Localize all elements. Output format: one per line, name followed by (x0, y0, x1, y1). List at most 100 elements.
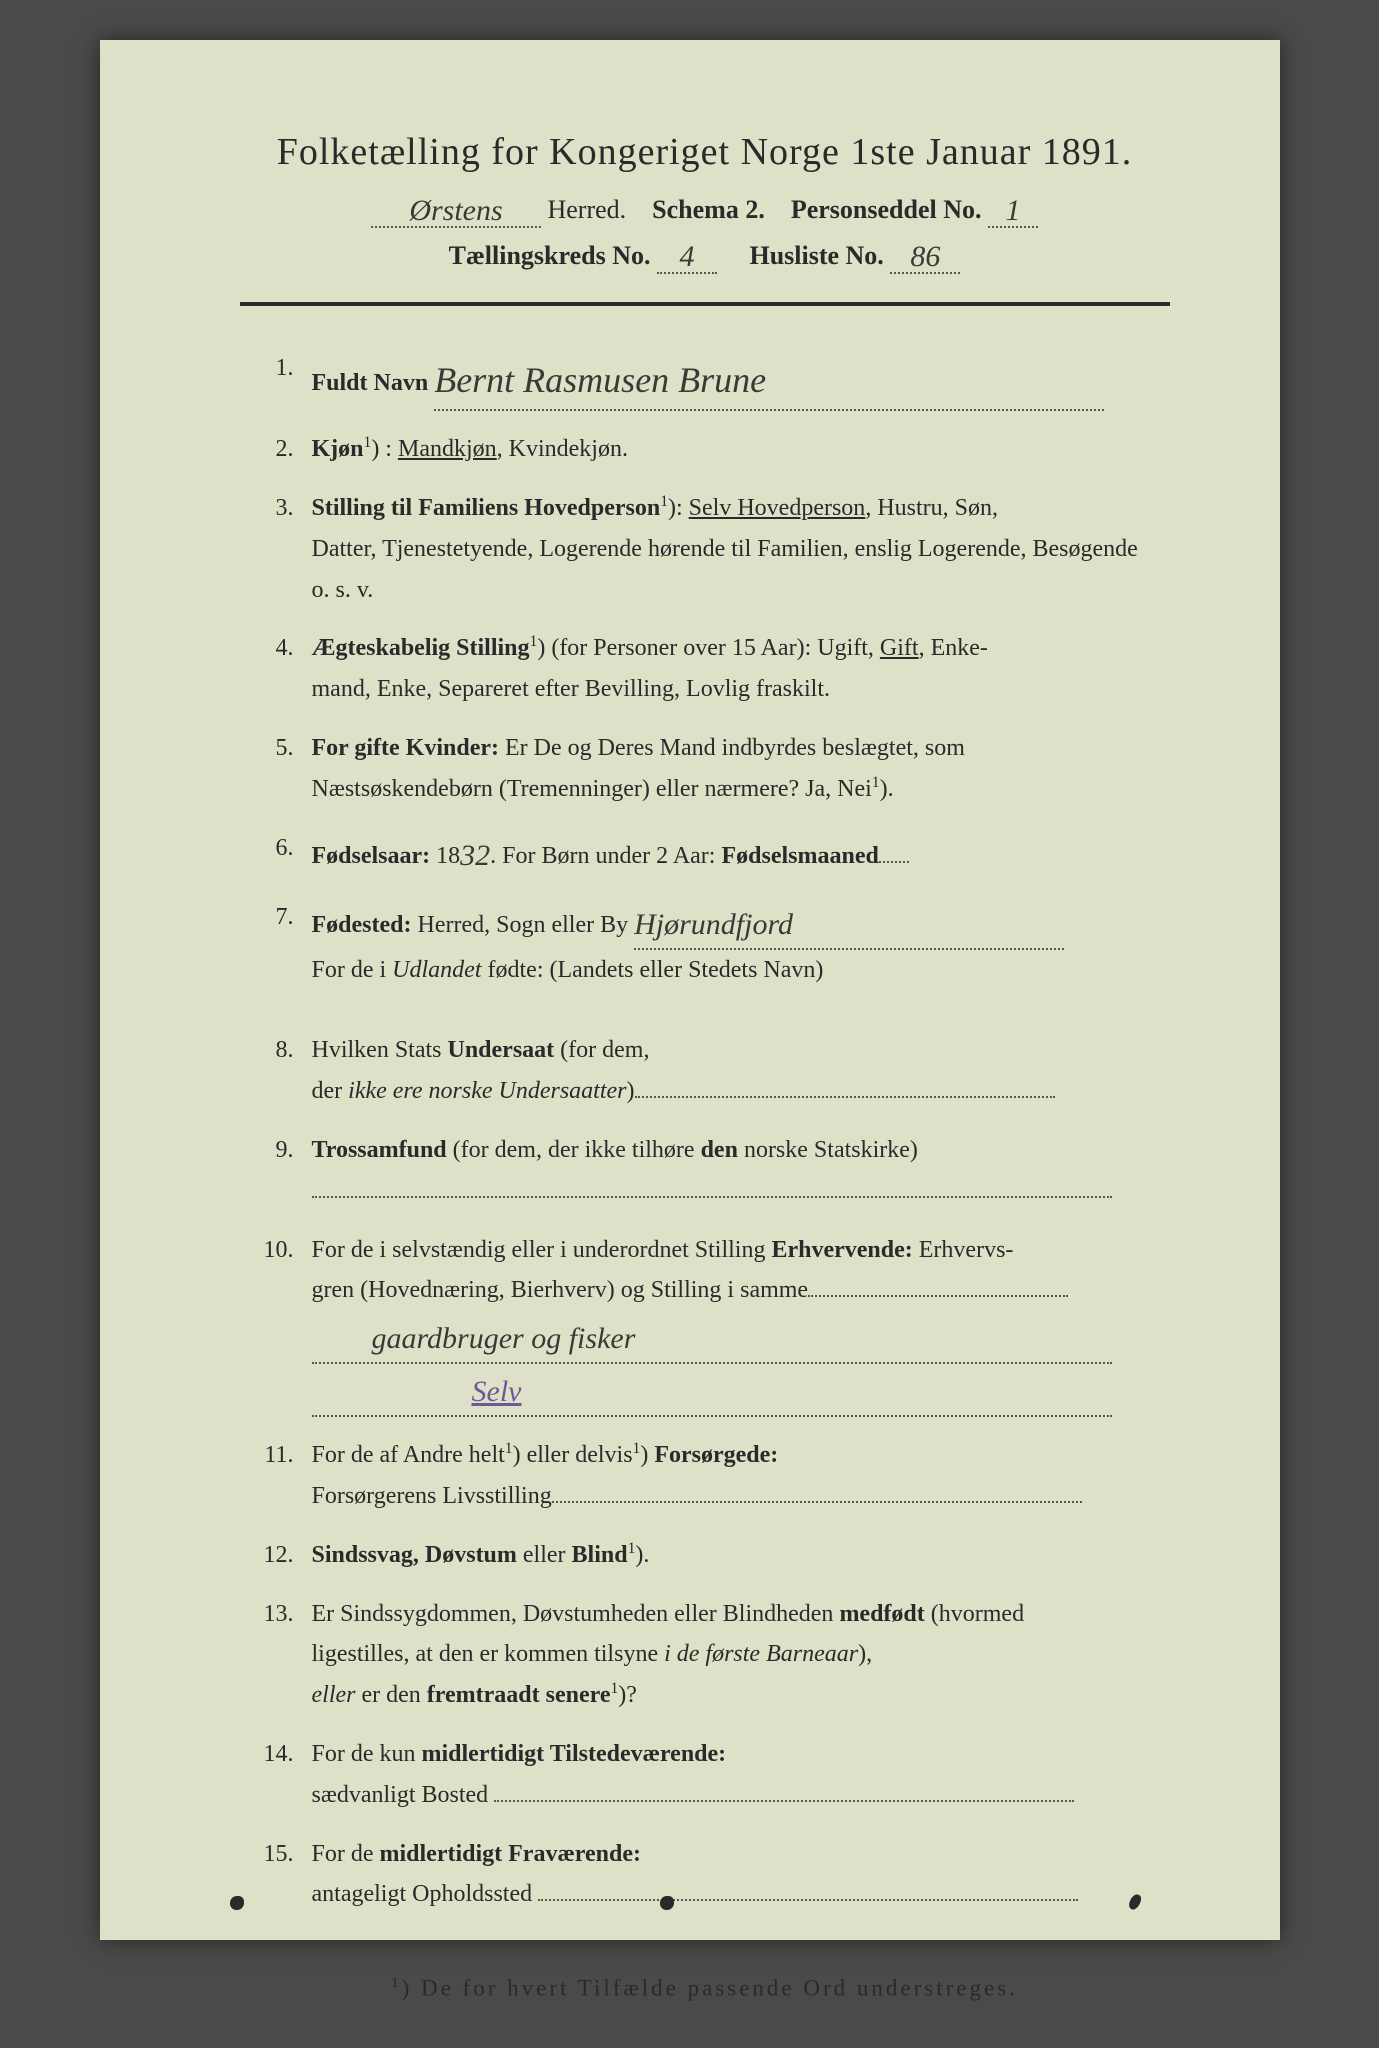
item-11: 11. For de af Andre helt1) eller delvis1… (240, 1435, 1170, 1517)
item-num: 7. (240, 897, 312, 991)
divider (240, 302, 1170, 306)
item-8: 8. Hvilken Stats Undersaat (for dem, der… (240, 1030, 1170, 1112)
trossamfund-label: Trossamfund (312, 1137, 447, 1163)
text: ) (for Personer over 15 Aar): Ugift, (537, 635, 880, 661)
personseddel-label: Personseddel No. (791, 195, 982, 224)
item-num: 10. (240, 1230, 312, 1418)
birthyear-hand: 32 (460, 839, 490, 872)
item-num: 5. (240, 728, 312, 810)
name-handwritten: Bernt Rasmusen Brune (434, 360, 766, 400)
schema-label: Schema 2. (652, 195, 765, 224)
stilling-label: Stilling til Familiens Hovedperson (312, 495, 661, 521)
item-num: 1. (240, 348, 312, 411)
forsorgede-label: Forsørgede: (654, 1442, 778, 1468)
text: ) (627, 1078, 635, 1104)
hovedperson-selected: Selv Hovedperson (689, 495, 866, 521)
sup: 1 (391, 1975, 401, 1991)
text: ): (668, 495, 689, 521)
text: Herred, Sogn eller By (411, 912, 628, 938)
text: (for dem, (554, 1037, 649, 1063)
item-14: 14. For de kun midlertidigt Tilstedevære… (240, 1734, 1170, 1816)
text: For de i (312, 957, 393, 983)
item-num: 6. (240, 828, 312, 879)
fodested-label: Fødested: (312, 912, 412, 938)
item-num: 4. (240, 628, 312, 710)
text: ligestilles, at den er kommen tilsyne (312, 1641, 665, 1667)
item-num: 15. (240, 1834, 312, 1916)
text: For de i selvstændig eller i underordnet… (312, 1237, 772, 1263)
text: Forsørgerens Livsstilling (312, 1483, 552, 1509)
text: For de kun (312, 1741, 422, 1767)
text: Hvilken Stats (312, 1037, 448, 1063)
text: o. s. v. (312, 577, 374, 603)
text: )? (618, 1682, 637, 1708)
undersaat-label: Undersaat (448, 1037, 555, 1063)
item-10: 10. For de i selvstændig eller i underor… (240, 1230, 1170, 1418)
ink-spot-icon (230, 1896, 244, 1910)
header-line-1: Ørstens Herred. Schema 2. Personseddel N… (240, 192, 1170, 228)
text: gren (Hovednæring, Bierhverv) og Stillin… (312, 1277, 809, 1303)
item-2: 2. Kjøn1) : Mandkjøn, Kvindekjøn. (240, 429, 1170, 470)
fuldt-navn-label: Fuldt Navn (312, 370, 429, 396)
text: Næstsøskendebørn (Tremenninger) eller næ… (312, 776, 872, 802)
fodselsaar-label: Fødselsaar: (312, 843, 431, 869)
sup: 1 (660, 493, 668, 510)
text: ) : (371, 436, 398, 462)
main-title: Folketælling for Kongeriget Norge 1ste J… (240, 130, 1170, 174)
item-num: 12. (240, 1535, 312, 1576)
text: For de af Andre helt (312, 1442, 505, 1468)
text: , Enke- (919, 635, 988, 661)
text: der (312, 1078, 349, 1104)
text: 18 (430, 843, 460, 869)
text: , som (913, 735, 965, 761)
sup: 1 (872, 774, 880, 791)
husliste-no: 86 (910, 240, 940, 273)
text-italic: ikke ere norske Undersaatter (348, 1078, 626, 1104)
item-5: 5. For gifte Kvinder: Er De og Deres Man… (240, 728, 1170, 810)
occupation-hand: gaardbruger og fisker (372, 1322, 636, 1355)
gift-selected: Gift (880, 635, 919, 661)
text: , Kvindekjøn. (497, 436, 628, 462)
herred-label: Herred. (547, 195, 626, 224)
item-4: 4. Ægteskabelig Stilling1) (for Personer… (240, 628, 1170, 710)
kreds-no: 4 (679, 240, 694, 273)
mandkjon-selected: Mandkjøn (398, 436, 497, 462)
blind-label: Blind (572, 1542, 628, 1568)
text-bold: den (701, 1137, 738, 1163)
item-num: 8. (240, 1030, 312, 1112)
text: Erhvervs- (913, 1237, 1014, 1263)
ink-spot-icon (660, 1896, 674, 1910)
text: ) (640, 1442, 654, 1468)
sup: 1 (505, 1440, 513, 1457)
text: Datter, Tjenestetyende, Logerende hørend… (312, 536, 1138, 562)
item-12: 12. Sindssvag, Døvstum eller Blind1). (240, 1535, 1170, 1576)
husliste-label: Husliste No. (749, 241, 883, 270)
text: mand, Enke, Separeret efter Bevilling, L… (312, 676, 831, 702)
text: er den (355, 1682, 426, 1708)
text: Er De og Deres Mand indbyrdes (499, 735, 822, 761)
item-7: 7. Fødested: Herred, Sogn eller By Hjøru… (240, 897, 1170, 991)
text-italic: i de første Barneaar (664, 1641, 858, 1667)
footnote: 1) De for hvert Tilfælde passende Ord un… (240, 1975, 1170, 2002)
text: ). (635, 1542, 649, 1568)
item-num: 9. (240, 1130, 312, 1212)
item-3: 3. Stilling til Familiens Hovedperson1):… (240, 488, 1170, 610)
erhvervende-label: Erhvervende: (771, 1237, 912, 1263)
kreds-label: Tællingskreds No. (449, 241, 651, 270)
medfodt-bold: medfødt (839, 1601, 924, 1627)
text-italic: eller (312, 1682, 356, 1708)
sindssvag-label: Sindssvag, Døvstum (312, 1542, 517, 1568)
text: ), (858, 1641, 872, 1667)
birthplace-hand: Hjørundfjord (634, 908, 793, 941)
item-15: 15. For de midlertidigt Fraværende: anta… (240, 1834, 1170, 1916)
text: ). (880, 776, 894, 802)
header-line-2: Tællingskreds No. 4 Husliste No. 86 (240, 238, 1170, 274)
aegteskab-label: Ægteskabelig Stilling (312, 635, 530, 661)
text: norske Statskirke) (738, 1137, 918, 1163)
census-form-page: Folketælling for Kongeriget Norge 1ste J… (100, 40, 1280, 1940)
item-num: 3. (240, 488, 312, 610)
gifte-kvinder-label: For gifte Kvinder: (312, 735, 500, 761)
text: antageligt Opholdssted (312, 1881, 533, 1907)
item-13: 13. Er Sindssygdommen, Døvstumheden elle… (240, 1594, 1170, 1716)
item-9: 9. Trossamfund (for dem, der ikke tilhør… (240, 1130, 1170, 1212)
